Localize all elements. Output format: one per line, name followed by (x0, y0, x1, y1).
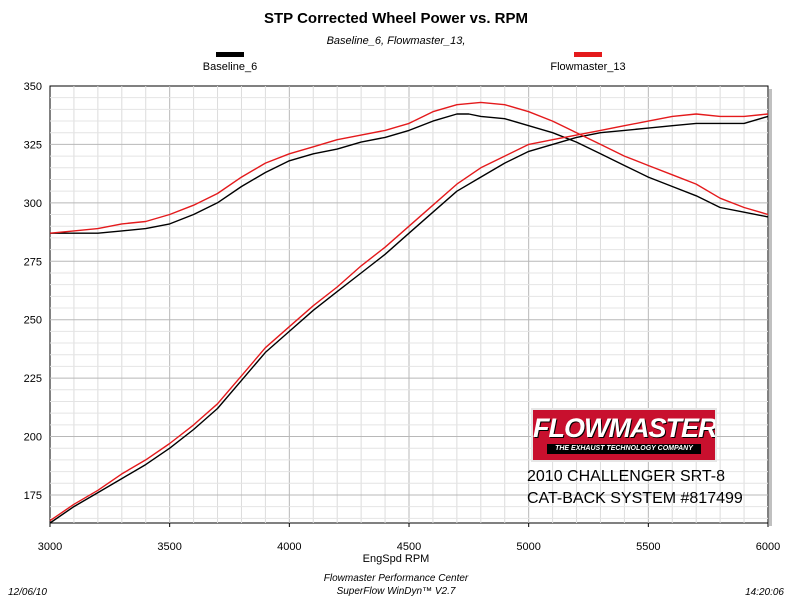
logo-tagline: THE EXHAUST TECHNOLOGY COMPANY (547, 444, 701, 454)
x-tick-label: 5000 (516, 541, 540, 553)
y-tick-label: 350 (24, 81, 42, 93)
y-tick-label: 250 (24, 315, 42, 327)
y-tick-label: 325 (24, 139, 42, 151)
axis-layer: 3000 3500 4000 4500 5000 5500 6000 175 200 225 250… (24, 81, 781, 553)
plot-shadow (769, 89, 772, 526)
legend-label-baseline: Baseline_6 (202, 61, 258, 73)
series-line-baseline-torque (50, 113, 769, 234)
y-tick-label: 200 (24, 432, 42, 444)
y-tick-label: 275 (24, 256, 42, 268)
footer-center: Flowmaster Performance Center SuperFlow … (0, 572, 792, 598)
legend-item-baseline: Baseline_6 (190, 52, 270, 73)
chart-subtitle: Baseline_6, Flowmaster_13, (326, 35, 466, 47)
vehicle-label: 2010 CHALLENGER SRT-8 (527, 468, 726, 485)
y-tick-label: 175 (24, 490, 42, 502)
y-tick-label: 225 (24, 373, 42, 385)
x-tick-label: 4000 (277, 541, 301, 553)
series-layer (49, 101, 769, 524)
footer-date: 12/06/10 (8, 587, 47, 598)
x-tick-label: 3500 (157, 541, 181, 553)
legend-swatch-baseline (216, 52, 244, 57)
chart-title: STP Corrected Wheel Power vs. RPM (264, 10, 528, 27)
footer-time: 14:20:06 (745, 587, 784, 598)
x-axis-label: EngSpd RPM (362, 553, 430, 565)
x-tick-label: 5500 (636, 541, 660, 553)
x-tick-label: 3000 (38, 541, 62, 553)
x-tick-label: 6000 (756, 541, 780, 553)
logo-wordmark: FLOWMASTER (533, 413, 717, 443)
series-line-baseline-power (49, 115, 769, 524)
legend-swatch-flowmaster (574, 52, 602, 57)
series-line-flowmaster-torque (49, 101, 769, 234)
flowmaster-logo: FLOWMASTER THE EXHAUST TECHNOLOGY COMPAN… (531, 408, 717, 462)
legend-item-flowmaster: Flowmaster_13 (540, 52, 636, 73)
series-line-flowmaster-power (49, 113, 769, 522)
footer-center-line1: Flowmaster Performance Center (323, 573, 469, 584)
x-tick-label: 4500 (397, 541, 421, 553)
y-tick-label: 300 (24, 198, 42, 210)
system-label: CAT-BACK SYSTEM #817499 (527, 490, 743, 507)
legend-label-flowmaster: Flowmaster_13 (550, 61, 626, 73)
footer-center-line2: SuperFlow WinDyn™ V2.7 (336, 586, 456, 597)
